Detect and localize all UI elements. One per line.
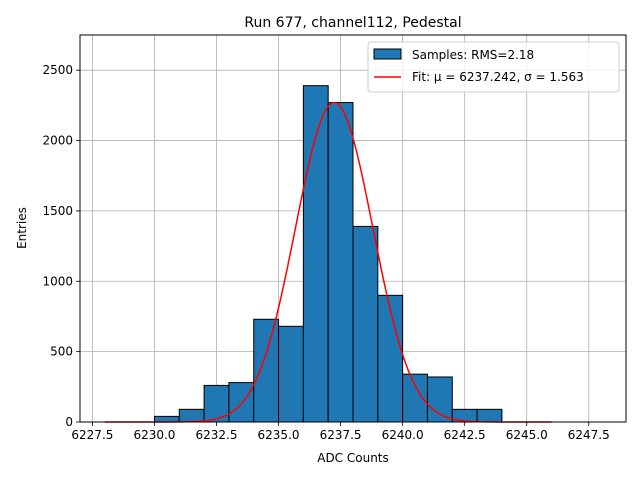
histogram-bar (228, 382, 255, 423)
x-tick-label: 6245.0 (506, 428, 548, 442)
histogram-bar (302, 85, 329, 423)
histogram-bar (153, 415, 180, 423)
histogram-bar (352, 225, 379, 423)
legend: Samples: RMS=2.18 Fit: μ = 6237.242, σ =… (367, 41, 620, 93)
histogram-bars (153, 85, 503, 423)
histogram-bar (476, 408, 503, 423)
y-tick-label: 1500 (42, 204, 73, 218)
histogram-bar (253, 318, 280, 423)
histogram-bar (278, 325, 304, 423)
histogram-bar (178, 408, 205, 423)
histogram-bar (402, 373, 428, 423)
y-tick-label: 2500 (42, 63, 73, 77)
legend-fit-label: Fit: μ = 6237.242, σ = 1.563 (412, 70, 584, 84)
x-tick-label: 6230.0 (133, 428, 175, 442)
axes-frame (79, 34, 627, 423)
y-axis-ticks: 0 500 1000 1500 2000 2500 (42, 63, 80, 429)
x-tick-label: 6237.5 (320, 428, 362, 442)
y-tick-label: 500 (50, 345, 73, 359)
x-tick-label: 6227.5 (71, 428, 113, 442)
x-tick-label: 6247.5 (568, 428, 610, 442)
x-axis-label: ADC Counts (317, 451, 389, 465)
legend-box (367, 41, 620, 93)
histogram-bar (377, 294, 404, 423)
legend-histogram-label: Samples: RMS=2.18 (412, 48, 534, 62)
x-tick-label: 6240.0 (382, 428, 424, 442)
x-axis-ticks: 6227.5 6230.0 6232.5 6235.0 6237.5 6240.0 6242… (71, 422, 610, 442)
x-tick-label: 6235.0 (258, 428, 300, 442)
y-tick-label: 1000 (42, 274, 73, 288)
y-tick-label: 2000 (42, 134, 73, 148)
histogram-bar (426, 376, 453, 423)
histogram-bar (327, 102, 354, 423)
y-tick-label: 0 (65, 415, 73, 429)
legend-histogram-swatch (373, 48, 402, 60)
chart-title: Run 677, channel112, Pedestal (244, 15, 461, 31)
y-axis-label: Entries (15, 207, 29, 249)
x-tick-label: 6242.5 (444, 428, 486, 442)
x-tick-label: 6232.5 (196, 428, 238, 442)
